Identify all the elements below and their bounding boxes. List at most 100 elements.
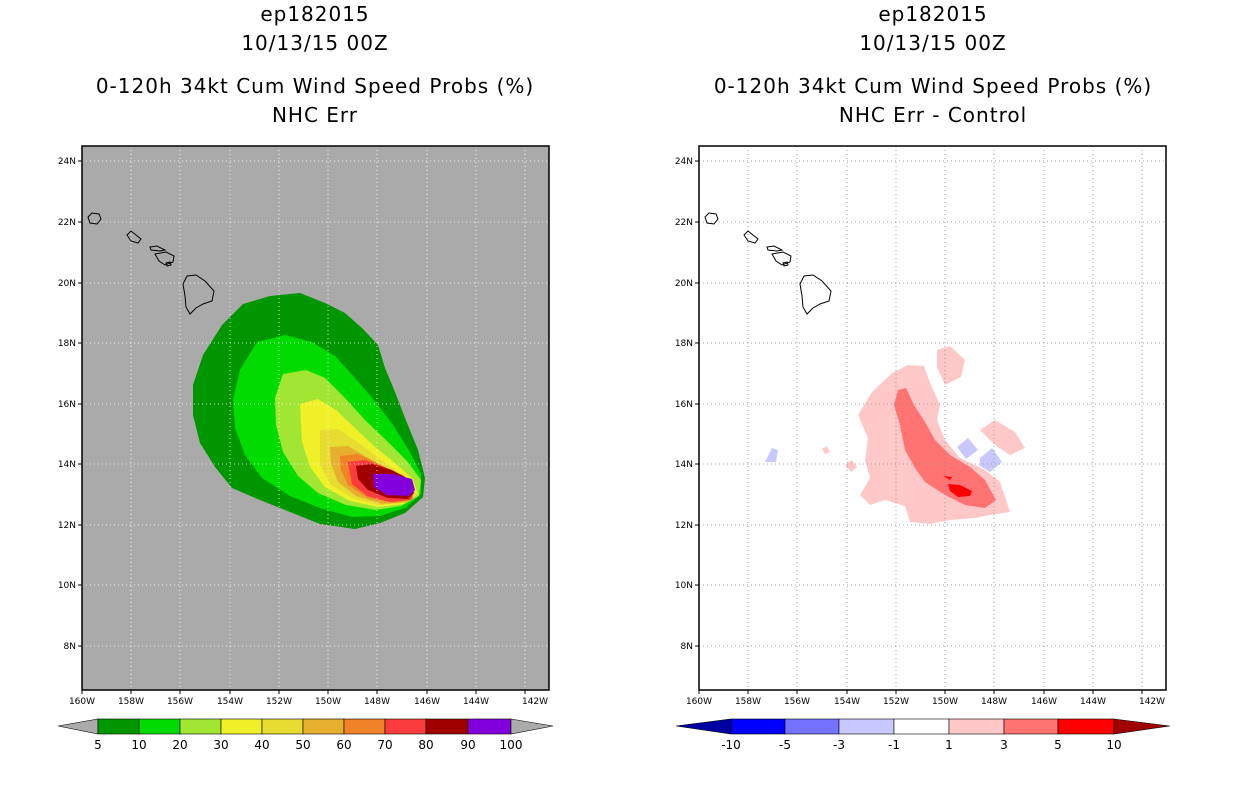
right-gridlines	[699, 146, 1166, 690]
right-colorbar-swatch	[1003, 718, 1059, 735]
left-colorbar-label: 20	[172, 738, 187, 752]
right-colorbar-label: -1	[888, 738, 900, 752]
left-colorbar-label: 70	[377, 738, 392, 752]
left-colorbar-label: 80	[418, 738, 433, 752]
left-colorbar-label: 5	[94, 738, 102, 752]
right-map	[698, 145, 1167, 691]
right-lon-label: 154W	[834, 697, 860, 707]
left-probability-contours	[193, 293, 425, 529]
right-map-frame	[698, 145, 1167, 691]
right-lon-label: 152W	[883, 697, 909, 707]
left-lat-label: 12N	[58, 521, 76, 531]
left-colorbar-swatch	[179, 718, 222, 735]
left-lon-label: 152W	[266, 697, 292, 707]
right-lat-ticks	[695, 160, 699, 647]
right-difference-contours	[765, 346, 1025, 524]
left-lon-ticks	[81, 690, 526, 694]
right-colorbar-label: 1	[945, 738, 953, 752]
left-lon-label: 148W	[364, 697, 390, 707]
right-lat-label: 12N	[675, 521, 693, 531]
left-colorbar	[57, 718, 554, 735]
left-lon-label: 144W	[463, 697, 489, 707]
left-colorbar-swatch	[384, 718, 427, 735]
left-datetime: 10/13/15 00Z	[241, 31, 389, 55]
left-colorbar-label: 60	[336, 738, 351, 752]
right-colorbar-low-arrow	[675, 718, 732, 735]
left-lon-label: 160W	[69, 697, 95, 707]
left-lat-label: 24N	[58, 157, 76, 167]
right-title-block: ep182015 10/13/15 00Z 0-120h 34kt Cum Wi…	[698, 0, 1168, 130]
right-lon-label: 142W	[1139, 697, 1165, 707]
right-lon-label: 148W	[981, 697, 1007, 707]
left-colorbar-low-arrow	[57, 718, 99, 735]
left-colorbar-swatch	[138, 718, 181, 735]
right-colorbar-label: -5	[779, 738, 791, 752]
right-lon-label: 158W	[735, 697, 761, 707]
right-colorbar-label: 5	[1054, 738, 1062, 752]
left-colorbar-label: 30	[213, 738, 228, 752]
left-lat-label: 22N	[58, 218, 76, 228]
right-product: 0-120h 34kt Cum Wind Speed Probs (%)	[713, 74, 1153, 98]
right-lon-label: 150W	[932, 697, 958, 707]
left-lat-ticks	[78, 160, 82, 647]
left-map-frame	[81, 145, 550, 691]
left-colorbar-label: 10	[131, 738, 146, 752]
left-lon-label: 142W	[522, 697, 548, 707]
left-colorbar-label: 40	[254, 738, 269, 752]
right-colorbar-swatch	[730, 718, 786, 735]
right-colorbar-labels: -10 -5 -3 -1 1 3 5 10	[721, 738, 1121, 752]
right-lat-label: 10N	[675, 581, 693, 591]
right-subtitle: NHC Err - Control	[838, 103, 1028, 127]
left-lon-label: 156W	[167, 697, 193, 707]
left-gridlines	[82, 146, 549, 690]
left-colorbar-high-arrow	[510, 718, 554, 735]
left-lon-label: 154W	[217, 697, 243, 707]
right-lat-label: 24N	[675, 157, 693, 167]
right-lon-label: 160W	[686, 697, 712, 707]
left-colorbar-label: 90	[460, 738, 475, 752]
right-colorbar-label: -3	[833, 738, 845, 752]
right-datetime: 10/13/15 00Z	[859, 31, 1007, 55]
right-colorbar-swatch	[948, 718, 1005, 735]
right-colorbar-swatch	[784, 718, 840, 735]
right-lat-label: 20N	[675, 279, 693, 289]
left-colorbar-swatch	[220, 718, 263, 735]
left-colorbar-label: 50	[295, 738, 310, 752]
left-lat-label: 18N	[58, 339, 76, 349]
right-lat-label: 22N	[675, 218, 693, 228]
left-lat-label: 16N	[58, 400, 76, 410]
right-lat-label: 16N	[675, 400, 693, 410]
right-colorbar-swatch	[838, 718, 895, 735]
right-lat-label: 8N	[681, 642, 693, 652]
left-map	[81, 145, 550, 691]
right-colorbar-swatch	[893, 718, 950, 735]
left-lat-label: 14N	[58, 460, 76, 470]
right-lon-label: 156W	[784, 697, 810, 707]
left-lat-label: 20N	[58, 279, 76, 289]
left-colorbar-swatch	[302, 718, 345, 735]
left-colorbar-swatch	[343, 718, 386, 735]
left-colorbar-swatch	[97, 718, 140, 735]
right-lat-label: 18N	[675, 339, 693, 349]
left-colorbar-labels: 5 10 20 30 40 50 60 70 80 90 100	[94, 738, 522, 752]
right-lat-label: 14N	[675, 460, 693, 470]
axis-labels: 24N 22N 20N 18N 16N 14N 12N 10N 8N 24N 2…	[58, 157, 1165, 707]
left-colorbar-swatch	[425, 718, 469, 735]
right-lon-label: 144W	[1080, 697, 1106, 707]
right-lon-label: 146W	[1031, 697, 1057, 707]
left-lon-label: 146W	[414, 697, 440, 707]
right-colorbar-label: 3	[1000, 738, 1008, 752]
right-colorbar	[675, 718, 1171, 735]
left-lon-label: 150W	[315, 697, 341, 707]
left-product: 0-120h 34kt Cum Wind Speed Probs (%)	[95, 74, 535, 98]
left-title-block: ep182015 10/13/15 00Z 0-120h 34kt Cum Wi…	[80, 0, 550, 130]
left-lat-label: 10N	[58, 581, 76, 591]
right-colorbar-label: 10	[1106, 738, 1121, 752]
left-lon-label: 158W	[118, 697, 144, 707]
right-storm-id: ep182015	[878, 2, 988, 26]
right-lon-ticks	[698, 690, 1143, 694]
left-subtitle: NHC Err	[271, 103, 359, 127]
left-colorbar-swatch	[261, 718, 304, 735]
left-storm-id: ep182015	[260, 2, 370, 26]
